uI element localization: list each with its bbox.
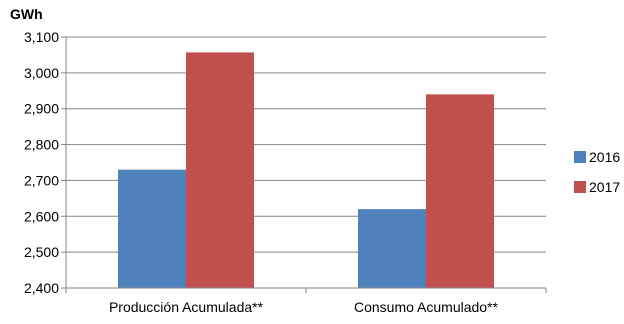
bar: [186, 52, 254, 288]
bar: [358, 209, 426, 288]
legend-label: 2017: [589, 179, 620, 195]
legend-label: 2016: [589, 149, 620, 165]
y-tick-label: 2,600: [24, 208, 59, 224]
y-tick-labels: 2,400 2,500 2,600 2,700 2,800 2,900 3,000 3,100: [24, 29, 59, 296]
bar: [118, 169, 186, 288]
bar: [426, 94, 494, 288]
y-tick-label: 2,500: [24, 244, 59, 260]
legend: 2016 2017: [574, 149, 620, 195]
x-tick-label: Producción Acumulada**: [109, 299, 264, 315]
y-tick-label: 2,700: [24, 172, 59, 188]
legend-swatch: [574, 181, 586, 193]
x-tick-label: Consumo Acumulado**: [354, 299, 499, 315]
y-tick-label: 2,400: [24, 280, 59, 296]
x-tick-labels: Producción Acumulada** Consumo Acumulado*…: [109, 299, 499, 315]
y-tick-label: 2,800: [24, 137, 59, 153]
bars: [118, 52, 494, 288]
y-unit-label: GWh: [10, 6, 43, 22]
y-tick-label: 3,100: [24, 29, 59, 45]
axes: [65, 37, 547, 293]
legend-swatch: [574, 151, 586, 163]
y-tick-label: 3,000: [24, 65, 59, 81]
y-tick-label: 2,900: [24, 101, 59, 117]
